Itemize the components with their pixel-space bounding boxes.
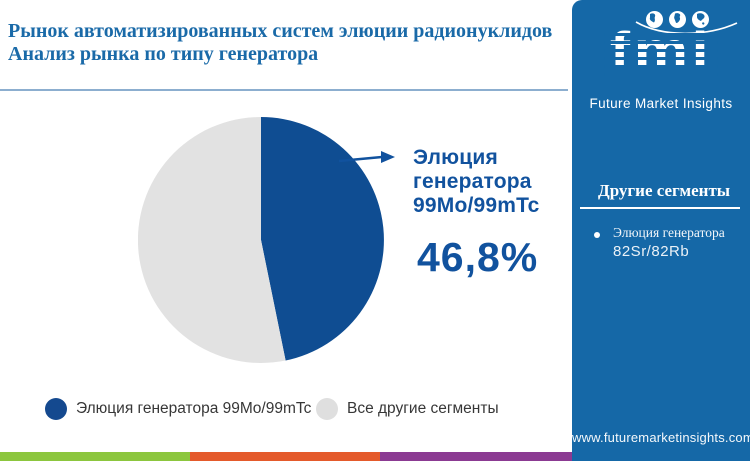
logo-globes (646, 11, 709, 28)
website-link[interactable]: www.futuremarketinsights.com (572, 430, 750, 445)
asia-australia-globe-icon (692, 11, 709, 28)
pie-slice-rest (138, 117, 286, 363)
legend-label-other: Все другие сегменты (347, 400, 499, 417)
footer-stripe-green (0, 452, 190, 461)
callout-line1: Элюция (413, 146, 498, 169)
callout-line3: 99Mo/99mTc (413, 194, 540, 217)
sidebar-item-line1: Элюция генератора (613, 225, 725, 240)
footer-stripe-purple (380, 452, 572, 461)
bullet-icon (594, 232, 600, 238)
legend-label-primary: Элюция генератора 99Mo/99mTc (76, 400, 312, 417)
sidebar: fmi Future Market Insights Другие сегмен… (572, 0, 750, 461)
sidebar-item-line2: 82Sr/82Rb (613, 243, 690, 260)
callout-line2: генератора (413, 170, 532, 193)
americas-globe-icon (646, 11, 663, 28)
footer-stripe-orange (190, 452, 380, 461)
header: Рынок автоматизированных систем элюции р… (8, 20, 568, 66)
logo-wordmark: fmi (604, 22, 718, 78)
sidebar-heading-underline (580, 207, 740, 209)
pie-slice-primary (261, 117, 384, 361)
pie-chart (138, 117, 384, 363)
header-divider (0, 89, 568, 91)
callout-arrow-icon (338, 151, 395, 163)
pie-callout-label: Элюция генератора 99Mo/99mTc (413, 146, 540, 218)
footer-stripes (0, 452, 572, 461)
legend-item-primary: Элюция генератора 99Mo/99mTc (45, 397, 311, 421)
fmi-logo: fmi Future Market Insights (572, 0, 750, 120)
sidebar-heading: Другие сегменты (598, 181, 731, 200)
page-title-line1: Рынок автоматизированных систем элюции р… (8, 20, 553, 42)
pie-callout-value: 46,8% (417, 234, 539, 280)
europe-africa-globe-icon (669, 11, 686, 28)
legend-item-other: Все другие сегменты (316, 397, 499, 421)
page-title-line2: Анализ рынка по типу генератора (8, 43, 319, 65)
legend-swatch-primary (45, 398, 67, 420)
logo-tagline: Future Market Insights (589, 96, 733, 111)
legend-swatch-other (316, 398, 338, 420)
